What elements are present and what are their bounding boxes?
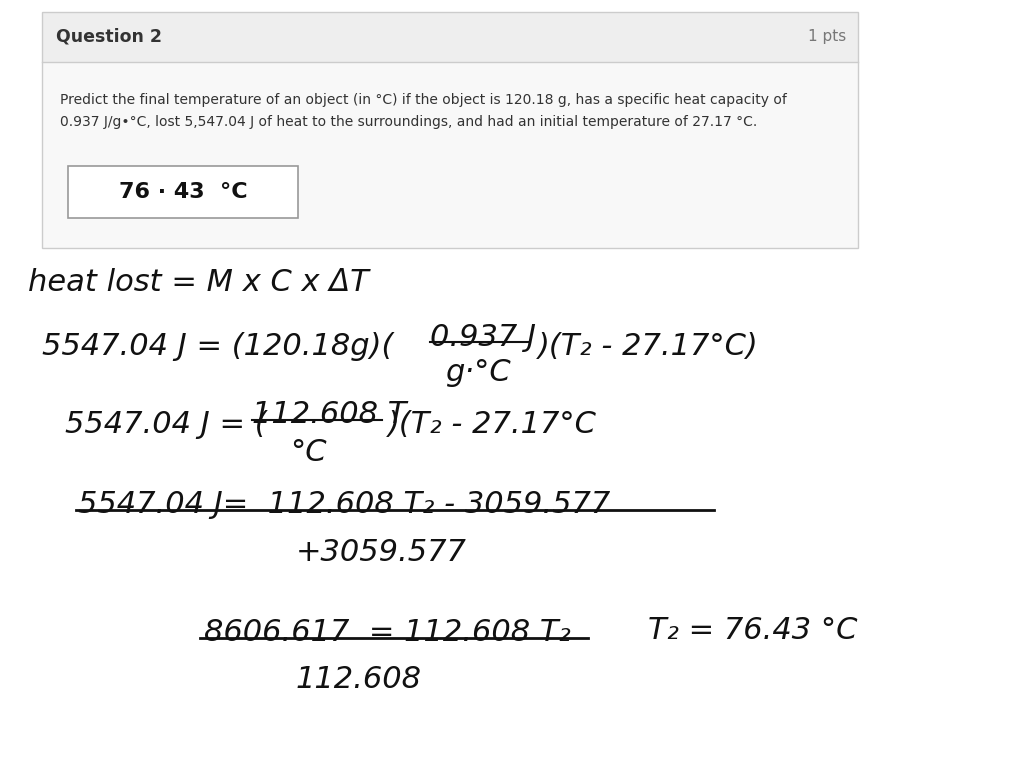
Text: 112.608 T: 112.608 T	[252, 400, 407, 429]
Text: 0.937 J/g•°C, lost 5,547.04 J of heat to the surroundings, and had an initial te: 0.937 J/g•°C, lost 5,547.04 J of heat to…	[60, 115, 758, 129]
Text: 5547.04 J = (: 5547.04 J = (	[65, 410, 266, 439]
Text: 1 pts: 1 pts	[808, 29, 846, 45]
Text: 76 · 43  °C: 76 · 43 °C	[119, 182, 248, 202]
Text: 5547.04 J = (120.18g)(: 5547.04 J = (120.18g)(	[42, 332, 393, 361]
Text: heat lost = M x C x ΔT: heat lost = M x C x ΔT	[28, 268, 369, 297]
Text: 5547.04 J=  112.608 T₂ - 3059.577: 5547.04 J= 112.608 T₂ - 3059.577	[78, 490, 610, 519]
Text: )(T₂ - 27.17°C: )(T₂ - 27.17°C	[388, 410, 597, 439]
Text: 112.608: 112.608	[296, 665, 422, 694]
Text: T₂ = 76.43 °C: T₂ = 76.43 °C	[648, 616, 857, 645]
Bar	[42, 62, 858, 248]
Text: g·°C: g·°C	[445, 358, 511, 387]
Text: )(T₂ - 27.17°C): )(T₂ - 27.17°C)	[538, 332, 759, 361]
Text: 8606.617  = 112.608 T₂: 8606.617 = 112.608 T₂	[204, 618, 570, 647]
Bar	[68, 166, 298, 218]
Text: Predict the final temperature of an object (in °C) if the object is 120.18 g, ha: Predict the final temperature of an obje…	[60, 93, 786, 107]
Text: °C: °C	[290, 438, 327, 467]
Text: +3059.577: +3059.577	[296, 538, 467, 567]
Bar	[42, 12, 858, 62]
Text: 0.937 J: 0.937 J	[430, 323, 536, 352]
Bar	[42, 12, 858, 248]
Text: Question 2: Question 2	[56, 28, 162, 46]
